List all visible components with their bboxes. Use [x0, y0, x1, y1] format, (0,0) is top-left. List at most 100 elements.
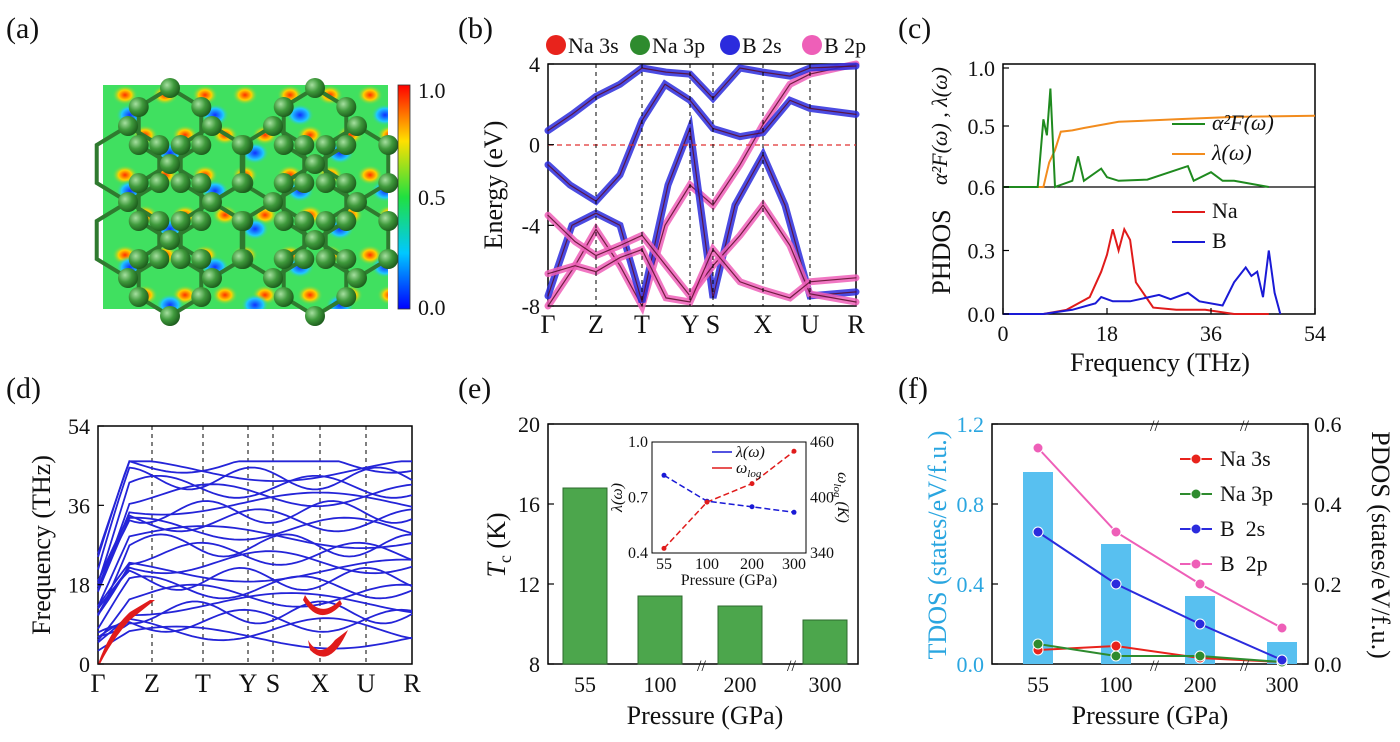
boron-atom: [128, 249, 149, 269]
y-tick-label: 36: [68, 493, 90, 518]
boron-atom: [191, 287, 212, 307]
boron-atom: [149, 173, 170, 193]
boron-atom: [191, 135, 212, 155]
inset-omega-point: [749, 481, 755, 487]
boron-atom: [149, 211, 170, 231]
boron-atom: [294, 249, 315, 269]
boron-atom: [149, 135, 170, 155]
k-label: S: [266, 669, 280, 698]
elf-hotspot: [377, 285, 388, 305]
elf-hotspot: [212, 285, 238, 305]
boron-atom: [118, 268, 138, 288]
k-label: Γ: [540, 310, 555, 339]
x-tick-label: 54: [1304, 321, 1326, 346]
boron-atom: [347, 116, 367, 136]
panel-label-e: (e): [458, 372, 491, 405]
phonon-branch: [97, 533, 413, 617]
x-tick-label: 55: [1027, 672, 1049, 697]
k-label: R: [403, 669, 421, 698]
k-label: U: [801, 310, 820, 339]
phdos-b-curve: [1003, 250, 1282, 315]
boron-atom: [294, 173, 315, 193]
pdos-line: [1037, 447, 1283, 629]
inset-omega-point: [661, 545, 667, 551]
y-tick-label: 0: [529, 133, 540, 158]
y-tick-label: 18: [68, 573, 90, 598]
pdos-point: [1110, 650, 1122, 662]
pdos-point: [1276, 654, 1288, 666]
legend-label: Na 3s: [1220, 446, 1271, 471]
boron-atom: [191, 211, 212, 231]
boron-atom: [160, 306, 180, 326]
boron-atom: [336, 287, 357, 307]
x-tick-label: 200: [724, 672, 757, 697]
tc-bar: [637, 595, 683, 665]
boron-atom: [294, 135, 315, 155]
inset-ytick-left: 0.7: [628, 490, 648, 507]
y-tick-label: 20: [518, 412, 540, 437]
lambda-curve: [1003, 114, 1316, 188]
elf-hotspot: [357, 165, 383, 185]
pdos-point: [1194, 578, 1206, 590]
boron-atom: [347, 268, 367, 288]
k-label: R: [847, 310, 865, 339]
boron-atom: [305, 230, 325, 250]
pdos-point: [1032, 442, 1044, 454]
phonon-branch: [97, 566, 413, 615]
x-tick-label: 100: [644, 672, 677, 697]
y-tick-label: 0.5: [968, 114, 996, 139]
boron-atom: [160, 230, 180, 250]
inset-ylabel-right: ωlog (K): [831, 472, 851, 523]
k-label: X: [754, 310, 773, 339]
c-xlabel: Frequency (THz): [1070, 348, 1250, 377]
elf-hotspot: [357, 85, 383, 105]
boron-atom: [128, 211, 149, 231]
inset-xtick: 100: [695, 556, 719, 573]
boron-atom: [315, 249, 336, 269]
legend-marker: [1190, 453, 1202, 465]
axis-break: //: [1240, 658, 1249, 675]
y-tick-label-left: 0.4: [957, 572, 985, 597]
inset-lambda-line: [663, 474, 795, 514]
axis-break: //: [697, 658, 706, 675]
pdos-line: [1037, 531, 1283, 661]
inset-frame: [651, 441, 807, 554]
phdos-ylabel: PHDOS: [927, 209, 956, 294]
boron-atom: [315, 173, 336, 193]
phonon-branch: [97, 558, 413, 607]
inset-ytick-left: 1.0: [628, 434, 648, 451]
boron-atom: [118, 116, 138, 136]
boron-atom: [170, 173, 191, 193]
boron-atom: [315, 135, 336, 155]
legend-label: λ(ω): [1211, 140, 1252, 165]
boron-atom: [170, 135, 191, 155]
boron-atom: [202, 268, 222, 288]
e-xlabel: Pressure (GPa): [627, 701, 784, 730]
pdos-point: [1032, 526, 1044, 538]
phonon-branch: [97, 541, 413, 616]
x-tick-label: 300: [1266, 672, 1299, 697]
inset-ylabel-left: λ(ω): [609, 483, 626, 513]
x-tick-label: 18: [1096, 321, 1118, 346]
tdos-bar: [1023, 472, 1053, 664]
inset-lambda-point: [661, 472, 667, 478]
legend-label: B 2s: [742, 33, 782, 58]
boron-atom: [231, 249, 252, 269]
boron-atom: [118, 192, 138, 212]
phonon-branch: [97, 508, 413, 582]
y-tick-label: 0.0: [968, 302, 996, 327]
phonon-branch: [97, 608, 413, 634]
y-tick-label: -4: [522, 213, 540, 238]
boron-atom: [273, 249, 294, 269]
inset-omega-point: [791, 448, 797, 454]
legend-marker: [1190, 523, 1202, 535]
panel-label-d: (d): [6, 372, 41, 405]
legend-label: Na: [1212, 198, 1238, 223]
colorbar-tick-bottom: 0.0: [418, 295, 446, 320]
phonon-branch: [97, 600, 413, 638]
inset-ytick-right: 400: [810, 490, 834, 507]
panel-e-tc-pressure: 8 12 16 20 55 100 200 300 // // Tc (K) Pressure (…: [482, 412, 859, 730]
colorbar-tick-top: 1.0: [418, 78, 446, 103]
legend-label: B 2p: [824, 33, 866, 58]
